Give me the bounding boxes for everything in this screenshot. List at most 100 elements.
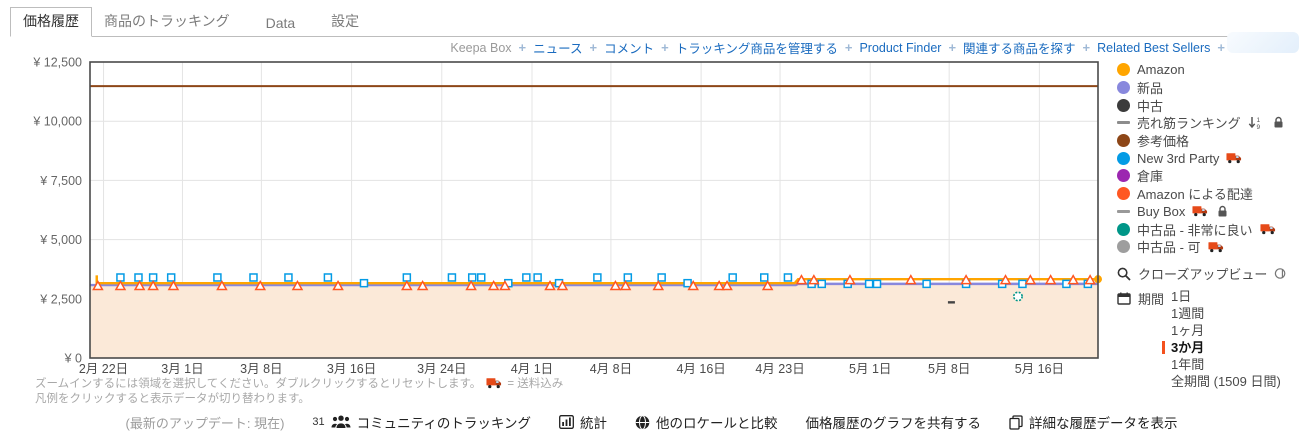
svg-text:3月 8日: 3月 8日: [240, 362, 282, 376]
legend-item-used[interactable]: 中古: [1117, 96, 1284, 114]
detailed-history-label: 詳細な履歴データを表示: [1028, 416, 1178, 431]
period-options: 1日 1週間 1ヶ月 3か月 1年間 全期間 (1509 日間): [1162, 288, 1281, 390]
detailed-history-button[interactable]: 詳細な履歴データを表示: [1009, 412, 1178, 432]
price-area-fill: [90, 283, 1098, 358]
magnifier-icon: [1117, 267, 1131, 281]
statistics-button[interactable]: 統計: [559, 412, 607, 432]
legend-item-new[interactable]: 新品: [1117, 79, 1284, 97]
list-price-color-dot: [1117, 134, 1130, 148]
price-history-chart[interactable]: ¥ 0 ¥ 2,500 ¥ 5,000 ¥ 7,500 ¥ 10,000 ¥ 12,500…: [30, 55, 1105, 385]
legend-label: 中古品 - 非常に良い: [1137, 222, 1253, 238]
cross-separator-icon: +: [948, 40, 957, 55]
series-line-Amazon: [96, 277, 1098, 285]
period-option-1-week[interactable]: 1週間: [1171, 306, 1205, 321]
svg-text:4月 23日: 4月 23日: [755, 362, 804, 376]
cross-separator-icon: +: [518, 40, 527, 55]
link-news[interactable]: ニュース: [533, 42, 583, 56]
svg-text:5月 1日: 5月 1日: [849, 362, 891, 376]
period-option-1-year[interactable]: 1年間: [1171, 357, 1205, 372]
svg-text:3月 1日: 3月 1日: [161, 362, 203, 376]
footer-action-bar: (最新のアップデート: 現在) 31 コミュニティのトラッキング 統計 他のロケ…: [0, 412, 1303, 432]
compare-locales-button[interactable]: 他のロケールと比較: [635, 412, 778, 432]
used-color-dot: [1117, 98, 1130, 112]
truck-icon: [1260, 223, 1276, 235]
tab-price-history[interactable]: 価格履歴: [10, 7, 92, 37]
period-option-label: 3か月: [1171, 340, 1205, 355]
marker-used-very-good: [1012, 291, 1023, 302]
legend-item-list-price[interactable]: 参考価格: [1117, 132, 1284, 150]
tab-bar: 価格履歴 商品のトラッキング Data 設定: [10, 7, 1295, 37]
x-axis-labels: 2月 22日 3月 1日 3月 8日 3月 16日 3月 24日 4月 1日 4月 8日 4月…: [79, 362, 1064, 376]
people-icon: [331, 415, 351, 429]
svg-text:9: 9: [1256, 124, 1260, 129]
tab-settings[interactable]: 設定: [331, 13, 360, 29]
new-3rd-party-color-dot: [1117, 151, 1130, 165]
legend-item-used-acceptable[interactable]: 中古品 - 可: [1117, 238, 1284, 256]
period-option-1-month[interactable]: 1ヶ月: [1171, 323, 1205, 338]
legend-label: Buy Box: [1137, 203, 1186, 219]
period-selector-header: 期間: [1117, 289, 1164, 308]
copy-icon: [1009, 414, 1023, 430]
markers-amazon-delivery: [92, 274, 1096, 291]
cross-separator-icon: +: [589, 40, 598, 55]
legend-label: 中古品 - 可: [1137, 240, 1201, 256]
svg-text:1: 1: [1256, 117, 1260, 124]
svg-text:4月 8日: 4月 8日: [590, 362, 632, 376]
update-status: (最新のアップデート: 現在): [125, 415, 285, 431]
cross-separator-icon: +: [1217, 40, 1225, 55]
link-product-finder[interactable]: Product Finder: [859, 40, 942, 55]
period-label: 期間: [1138, 292, 1165, 307]
plot-border: [89, 61, 1099, 359]
community-tracking-button[interactable]: 31 コミュニティのトラッキング: [312, 412, 531, 432]
closeup-view-toggle[interactable]: クローズアップビュー: [1117, 264, 1289, 283]
svg-text:¥ 0: ¥ 0: [64, 352, 82, 366]
globe-icon: [635, 414, 650, 430]
period-option-all-time[interactable]: 全期間 (1509 日間): [1171, 374, 1281, 389]
y-axis-labels: ¥ 0 ¥ 2,500 ¥ 5,000 ¥ 7,500 ¥ 10,000 ¥ 12,500: [32, 56, 82, 366]
legend-label: Amazon による配達: [1137, 187, 1253, 203]
svg-text:¥ 12,500: ¥ 12,500: [32, 56, 82, 70]
legend-item-new-3rd-party[interactable]: New 3rd Party: [1117, 149, 1284, 167]
tab-data[interactable]: Data: [265, 15, 296, 31]
legend-item-warehouse[interactable]: 倉庫: [1117, 167, 1284, 185]
legend-item-fulfilled-by-amazon[interactable]: Amazon による配達: [1117, 185, 1284, 203]
link-manage-tracked-products[interactable]: トラッキング商品を管理する: [675, 42, 838, 56]
statistics-label: 統計: [579, 416, 607, 431]
svg-text:3月 16日: 3月 16日: [327, 362, 376, 376]
legend-label: 参考価格: [1137, 134, 1190, 150]
bar-chart-icon: [559, 415, 574, 429]
share-chart-label: 価格履歴のグラフを共有する: [805, 416, 981, 431]
keepa-box-label: Keepa Box: [450, 40, 512, 55]
toggle-icon: [1274, 267, 1289, 280]
share-chart-button[interactable]: 価格履歴のグラフを共有する: [805, 412, 981, 432]
used-acceptable-color-dot: [1117, 240, 1130, 254]
top-links-bar: Keepa Box + ニュース + コメント + トラッキング商品を管理する …: [450, 38, 1225, 57]
svg-text:¥ 7,500: ¥ 7,500: [39, 174, 82, 188]
svg-text:5月 16日: 5月 16日: [1015, 362, 1064, 376]
link-related-best-sellers[interactable]: Related Best Sellers: [1097, 40, 1211, 55]
link-comments[interactable]: コメント: [604, 42, 655, 56]
tab-product-tracking[interactable]: 商品のトラッキング: [104, 13, 230, 29]
legend-item-buy-box[interactable]: Buy Box: [1117, 203, 1284, 221]
compare-locales-label: 他のロケールと比較: [655, 416, 778, 431]
legend-label: 売れ筋ランキング: [1137, 116, 1241, 132]
marker-used: [947, 301, 955, 304]
buy-box-dash: [1117, 209, 1130, 213]
period-option-3-months[interactable]: 3か月: [1162, 339, 1281, 356]
community-tracking-label: コミュニティのトラッキング: [356, 416, 531, 431]
truck-icon: [486, 377, 502, 389]
legend-label: 中古: [1137, 98, 1164, 114]
fba-color-dot: [1117, 187, 1130, 201]
used-very-good-color-dot: [1117, 222, 1130, 236]
period-option-1-day[interactable]: 1日: [1171, 289, 1192, 304]
new-color-dot: [1117, 81, 1130, 95]
legend-item-used-very-good[interactable]: 中古品 - 非常に良い: [1117, 220, 1284, 238]
truck-icon: [1226, 152, 1242, 164]
link-find-related-products[interactable]: 関連する商品を探す: [963, 42, 1076, 56]
legend-item-amazon[interactable]: Amazon: [1117, 61, 1284, 79]
legend-label: New 3rd Party: [1137, 150, 1220, 166]
